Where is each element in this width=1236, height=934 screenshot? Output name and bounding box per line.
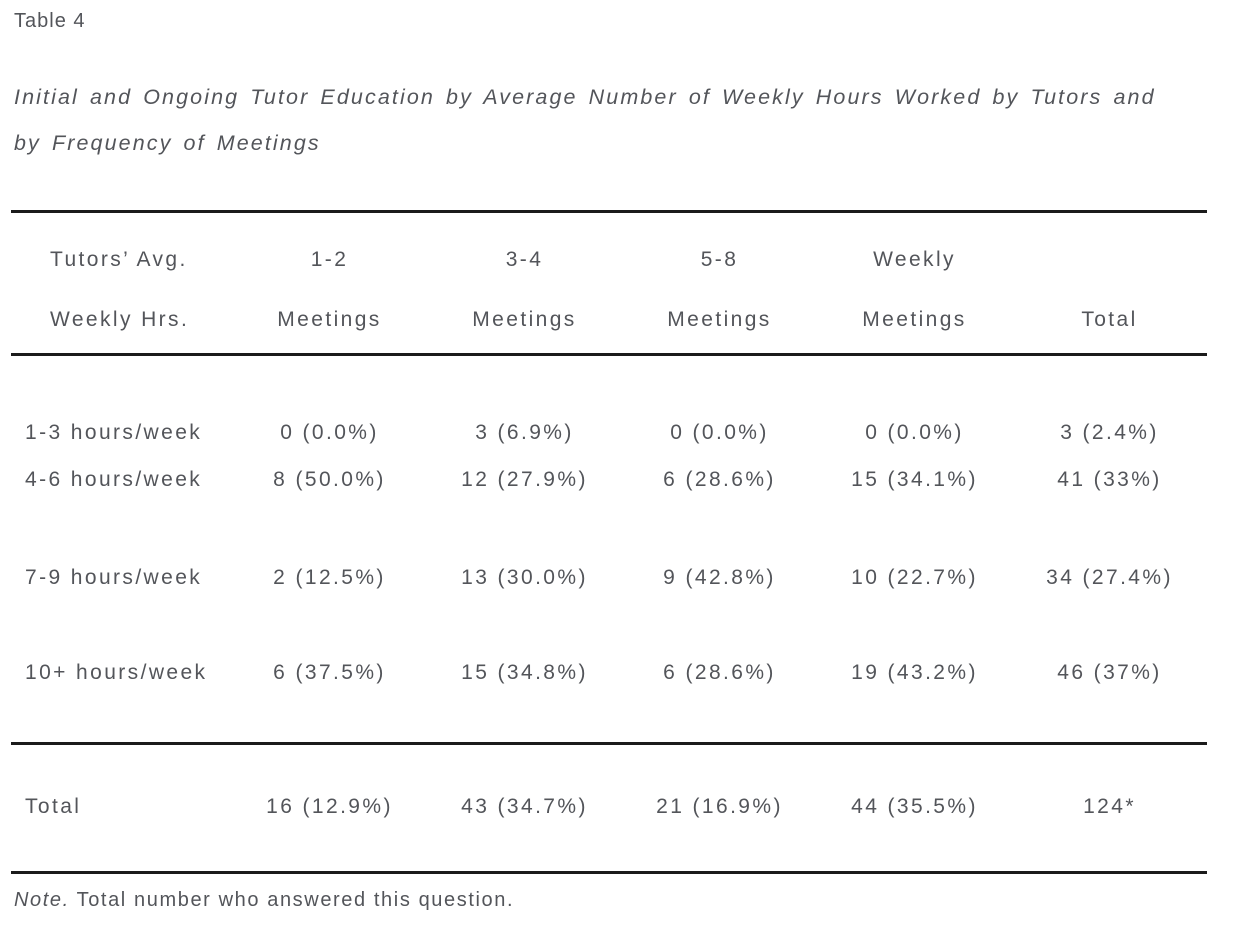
table-note: Note. Total number who answered this que… bbox=[14, 887, 514, 913]
caption-line-2: by Frequency of Meetings bbox=[14, 131, 321, 155]
header-col4-line1: Weekly bbox=[873, 248, 956, 271]
cell-value: 9 (42.8%) bbox=[663, 566, 776, 589]
cell-value: 19 (43.2%) bbox=[851, 661, 978, 684]
cell-value: 0 (0.0%) bbox=[670, 421, 769, 444]
header-col3-line2: Meetings bbox=[667, 308, 772, 331]
row-label: 7-9 hours/week bbox=[25, 566, 203, 589]
table-header-row-1: Tutors’ Avg. 1-2 3-4 5-8 Weekly bbox=[11, 247, 1207, 273]
table-row: 1-3 hours/week 0 (0.0%) 3 (6.9%) 0 (0.0%… bbox=[11, 420, 1207, 446]
total-row-label: Total bbox=[25, 795, 82, 818]
table-row: 10+ hours/week 6 (37.5%) 15 (34.8%) 6 (2… bbox=[11, 660, 1207, 686]
table-caption: Initial and Ongoing Tutor Education by A… bbox=[14, 74, 1224, 166]
cell-value: 3 (6.9%) bbox=[475, 421, 574, 444]
cell-value: 3 (2.4%) bbox=[1060, 421, 1159, 444]
header-col4-line2: Meetings bbox=[862, 308, 967, 331]
cell-value: 46 (37%) bbox=[1057, 661, 1162, 684]
header-col3-line1: 5-8 bbox=[700, 248, 739, 271]
table-total-row: Total 16 (12.9%) 43 (34.7%) 21 (16.9%) 4… bbox=[11, 794, 1207, 820]
cell-value: 6 (28.6%) bbox=[663, 661, 776, 684]
header-col2-line2: Meetings bbox=[472, 308, 577, 331]
table-row: 4-6 hours/week 8 (50.0%) 12 (27.9%) 6 (2… bbox=[11, 467, 1207, 493]
cell-value: 2 (12.5%) bbox=[273, 566, 386, 589]
cell-value: 8 (50.0%) bbox=[273, 468, 386, 491]
table-number-label: Table 4 bbox=[14, 10, 86, 32]
header-col1-line1: 1-2 bbox=[310, 248, 349, 271]
header-col0-line1: Tutors’ Avg. bbox=[50, 248, 188, 271]
table-rule-bottom bbox=[11, 871, 1207, 874]
table-rule-header bbox=[11, 353, 1207, 356]
total-cell-value: 21 (16.9%) bbox=[656, 795, 783, 818]
cell-value: 13 (30.0%) bbox=[461, 566, 588, 589]
header-col5-line2: Total bbox=[1081, 308, 1138, 331]
header-col1-line2: Meetings bbox=[277, 308, 382, 331]
cell-value: 0 (0.0%) bbox=[280, 421, 379, 444]
header-col5-line1 bbox=[1012, 247, 1207, 273]
caption-line-1: Initial and Ongoing Tutor Education by A… bbox=[14, 85, 1156, 109]
cell-value: 6 (37.5%) bbox=[273, 661, 386, 684]
table-header-row-2: Weekly Hrs. Meetings Meetings Meetings M… bbox=[11, 307, 1207, 333]
total-cell-value: 43 (34.7%) bbox=[461, 795, 588, 818]
row-label: 1-3 hours/week bbox=[25, 421, 203, 444]
total-cell-value: 16 (12.9%) bbox=[266, 795, 393, 818]
cell-value: 0 (0.0%) bbox=[865, 421, 964, 444]
table-rule-above-total bbox=[11, 742, 1207, 745]
table-rule-top bbox=[11, 210, 1207, 213]
table-row: 7-9 hours/week 2 (12.5%) 13 (30.0%) 9 (4… bbox=[11, 565, 1207, 591]
cell-value: 34 (27.4%) bbox=[1046, 566, 1173, 589]
cell-value: 6 (28.6%) bbox=[663, 468, 776, 491]
note-text: Total number who answered this question. bbox=[69, 889, 515, 911]
cell-value: 15 (34.1%) bbox=[851, 468, 978, 491]
cell-value: 10 (22.7%) bbox=[851, 566, 978, 589]
total-cell-value: 44 (35.5%) bbox=[851, 795, 978, 818]
total-cell-value: 124* bbox=[1083, 795, 1136, 818]
cell-value: 12 (27.9%) bbox=[461, 468, 588, 491]
header-col2-line1: 3-4 bbox=[505, 248, 544, 271]
row-label: 10+ hours/week bbox=[25, 661, 208, 684]
row-label: 4-6 hours/week bbox=[25, 468, 203, 491]
cell-value: 15 (34.8%) bbox=[461, 661, 588, 684]
cell-value: 41 (33%) bbox=[1057, 468, 1162, 491]
note-label: Note. bbox=[14, 889, 70, 911]
header-col0-line2: Weekly Hrs. bbox=[50, 308, 190, 331]
